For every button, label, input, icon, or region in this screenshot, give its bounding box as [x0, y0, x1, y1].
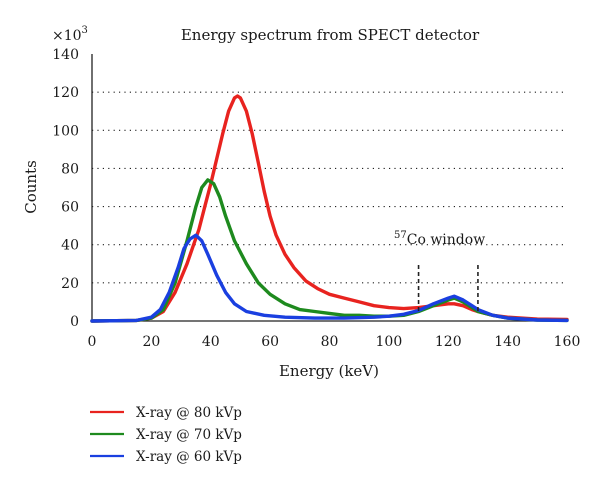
series-line-2 [90, 178, 569, 323]
x-tick-label: 80 [321, 334, 339, 350]
x-tick-label: 60 [261, 334, 279, 350]
legend-label-2: X-ray @ 70 kVp [136, 427, 242, 443]
y-axis-multiplier: ×103 [52, 25, 88, 44]
x-tick-label: 20 [142, 334, 160, 350]
series-lines [90, 94, 569, 323]
y-tick-label: 80 [61, 161, 79, 177]
co-window-markers [417, 265, 479, 313]
x-tick-label: 0 [88, 334, 97, 350]
chart-title: Energy spectrum from SPECT detector [181, 26, 480, 44]
legend: X-ray @ 80 kVp X-ray @ 70 kVp X-ray @ 60 k… [90, 405, 242, 465]
y-tick-label: 120 [52, 85, 79, 101]
x-tick-label: 100 [376, 334, 403, 350]
y-tick-label: 140 [52, 47, 79, 63]
y-tick-label: 60 [61, 200, 79, 216]
x-tick-label: 40 [202, 334, 220, 350]
y-tick-label: 0 [70, 314, 79, 330]
series-line-3 [90, 233, 569, 323]
x-tick-label: 140 [494, 334, 521, 350]
legend-label-1: X-ray @ 80 kVp [136, 405, 242, 421]
x-tick-labels: 0 20 40 60 80 100 120 140 160 [88, 334, 581, 350]
y-axis-label: Counts [22, 160, 40, 214]
y-tick-label: 100 [52, 123, 79, 139]
series-line-1 [90, 94, 569, 323]
y-tick-labels: 0 20 40 60 80 100 120 140 [52, 47, 79, 330]
co-window-annotation: 57Co window [394, 230, 485, 248]
x-tick-label: 120 [435, 334, 462, 350]
x-tick-label: 160 [554, 334, 581, 350]
y-tick-label: 40 [61, 238, 79, 254]
x-axis-label: Energy (keV) [279, 362, 379, 380]
legend-label-3: X-ray @ 60 kVp [136, 449, 242, 465]
y-tick-label: 20 [61, 276, 79, 292]
grid-lines [92, 91, 567, 284]
